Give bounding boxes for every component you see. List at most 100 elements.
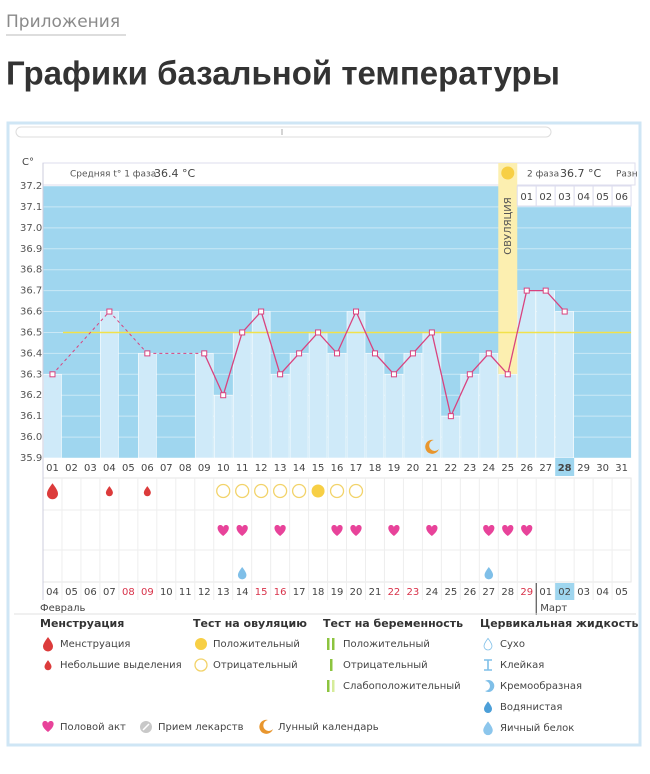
x-tick-label: 16: [331, 463, 344, 474]
date-label: 07: [103, 587, 116, 598]
breadcrumb[interactable]: Приложения: [6, 12, 120, 32]
ovulation-test-negative: [254, 483, 269, 499]
y-tick-label: 36.9: [20, 244, 42, 255]
spotting-icon: [105, 486, 113, 497]
phase1-value: 36.4 °C: [154, 167, 195, 180]
date-label: 25: [444, 587, 457, 598]
legend-icon: [195, 638, 207, 650]
x-tick-label: 24: [482, 463, 495, 474]
date-label: 21: [369, 587, 382, 598]
date-label: 28: [501, 587, 514, 598]
date-label: 05: [615, 587, 628, 598]
legend-icon: [330, 659, 333, 671]
x-tick-label: 14: [293, 463, 306, 474]
legend-icon: [484, 701, 492, 713]
legend-icon: [483, 637, 493, 651]
legend-item: Яичный белок: [500, 723, 574, 734]
date-label: 27: [482, 587, 495, 598]
date-label: 13: [217, 587, 230, 598]
x-tick-label: 30: [596, 463, 609, 474]
ovulation-test-negative: [272, 483, 288, 499]
date-label: 23: [407, 587, 420, 598]
egg-white-icon: [484, 567, 494, 580]
x-tick-label: 19: [388, 463, 401, 474]
date-label: 16: [274, 587, 287, 598]
temperature-point: [334, 350, 341, 357]
date-label: 09: [141, 587, 154, 598]
legend-icon: [44, 660, 52, 671]
post-ovulation-day: 02: [539, 192, 552, 203]
temperature-point: [144, 350, 151, 357]
x-tick-label: 21: [426, 463, 439, 474]
x-tick-label: 12: [255, 463, 268, 474]
x-tick-label: 29: [577, 463, 590, 474]
legend-icon: [327, 680, 330, 692]
temperature-line: [203, 289, 566, 419]
date-label: 20: [350, 587, 363, 598]
temperature-point: [504, 371, 511, 378]
temperature-point: [296, 350, 303, 357]
x-tick-label: 20: [407, 463, 420, 474]
x-tick-label: 11: [236, 463, 249, 474]
ovulation-test-positive: [311, 484, 325, 498]
x-tick-label: 13: [274, 463, 287, 474]
temperature-point: [466, 371, 473, 378]
y-unit: C°: [22, 157, 34, 168]
temperature-column: [479, 353, 499, 459]
x-tick-label: 23: [463, 463, 476, 474]
temperature-point: [371, 350, 378, 357]
post-ovulation-day: 03: [558, 192, 571, 203]
temperature-column: [43, 374, 62, 459]
post-ovulation-cell: [611, 185, 632, 207]
date-label: 10: [160, 587, 173, 598]
date-label: 18: [312, 587, 325, 598]
post-ovulation-day: 04: [577, 192, 590, 203]
intercourse-icon: [274, 525, 286, 536]
date-label: 17: [293, 587, 306, 598]
y-tick-label: 37.2: [20, 181, 42, 192]
temperature-point: [277, 371, 284, 378]
ovulation-test-negative: [348, 483, 364, 499]
x-tick-label: 17: [350, 463, 363, 474]
date-label: 04: [596, 587, 609, 598]
x-tick-label: 04: [103, 463, 116, 474]
intercourse-icon: [502, 525, 514, 536]
y-tick-label: 36.5: [20, 327, 42, 338]
date-label: 01: [539, 587, 552, 598]
date-label: 15: [255, 587, 268, 598]
x-tick-label: 09: [198, 463, 211, 474]
legend-icon: [327, 638, 330, 650]
post-ovulation-day: 06: [615, 192, 628, 203]
date-label: 05: [65, 587, 78, 598]
y-tick-label: 37.1: [20, 202, 42, 213]
temperature-column: [422, 332, 442, 459]
temperature-point: [447, 413, 454, 420]
scrollbar[interactable]: [15, 126, 552, 138]
temperature-column: [100, 311, 119, 459]
phase2-label: 2 фаза: [527, 170, 559, 180]
intercourse-icon: [236, 525, 248, 536]
x-tick-label: 07: [160, 463, 173, 474]
temperature-column: [327, 353, 347, 459]
ovulation-test-negative: [235, 483, 250, 499]
temperature-column: [441, 415, 461, 459]
legend-icon: [332, 638, 335, 650]
ovulation-test-negative: [216, 483, 231, 499]
x-tick-label: 10: [217, 463, 230, 474]
legend-icon: [483, 721, 493, 736]
legend-item: Сухо: [500, 639, 525, 650]
date-label: 24: [426, 587, 439, 598]
spotting-icon: [143, 486, 151, 497]
x-tick-label: 05: [122, 463, 135, 474]
date-label: 03: [577, 587, 590, 598]
legend-title: Тест на овуляцию: [193, 617, 307, 630]
temperature-point: [258, 308, 265, 315]
heading: Графики базальной температуры: [6, 55, 560, 92]
menstruation-icon: [46, 483, 58, 500]
y-tick-label: 36.3: [20, 369, 42, 380]
intercourse-icon: [388, 525, 400, 536]
temperature-column: [365, 353, 385, 459]
y-tick-label: 35.9: [20, 453, 42, 464]
x-tick-label: 26: [520, 463, 533, 474]
